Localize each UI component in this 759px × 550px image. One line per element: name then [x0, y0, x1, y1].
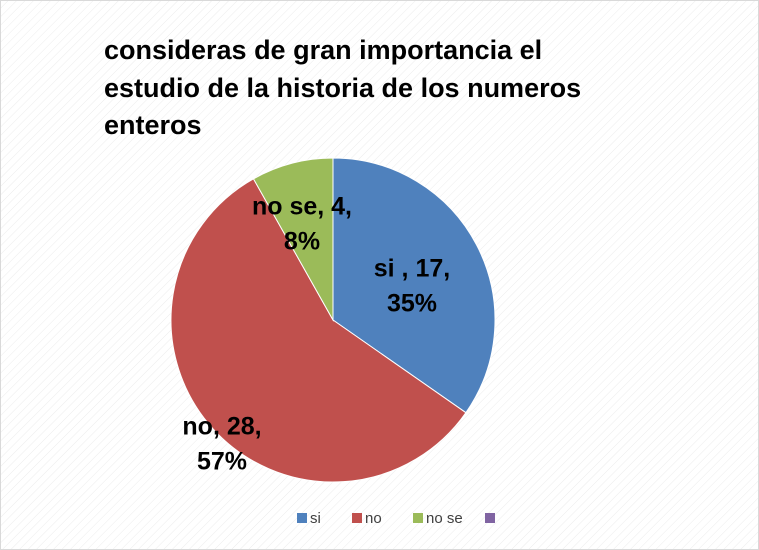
pie-slice — [332, 157, 496, 414]
title-line: consideras de gran importancia el — [104, 35, 542, 65]
data-label: 35% — [387, 290, 437, 318]
data-label: si , 17, — [374, 255, 450, 283]
data-label: 8% — [284, 228, 320, 256]
legend-swatch — [413, 513, 423, 523]
legend-swatch — [352, 513, 362, 523]
data-label: no se, 4, — [252, 193, 352, 221]
chart-title: consideras de gran importancia el estudi… — [104, 35, 581, 140]
title-line: estudio de la historia de los numeros — [104, 73, 581, 103]
data-label: 57% — [197, 448, 247, 476]
legend-label: si — [310, 510, 321, 527]
legend-label: no — [365, 510, 382, 527]
pie-slice — [170, 178, 467, 483]
data-label: no, 28, — [182, 413, 261, 441]
title-line: enteros — [104, 110, 202, 140]
legend-swatch — [485, 513, 495, 523]
legend-swatch — [297, 513, 307, 523]
pie-slice — [252, 157, 334, 322]
legend-label: no se — [426, 510, 463, 527]
